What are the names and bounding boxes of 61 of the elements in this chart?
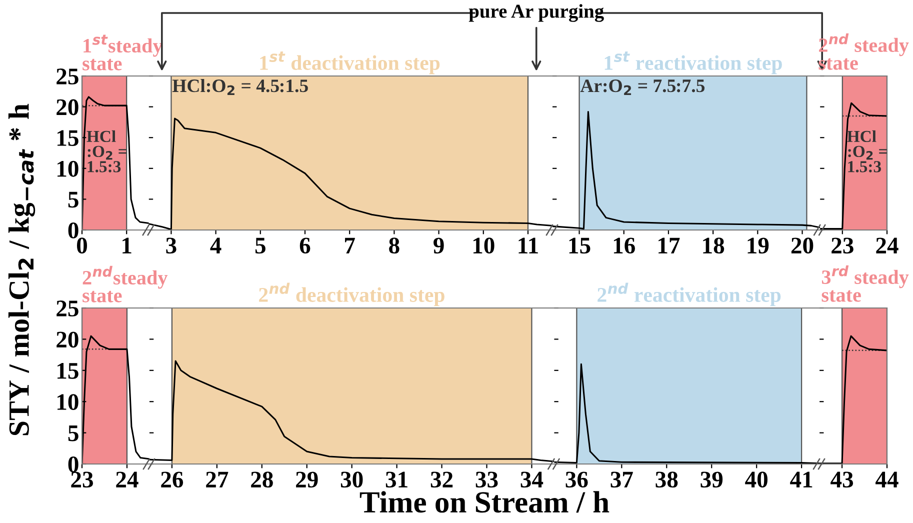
x-tick-label: 32 [430, 472, 453, 488]
x-tick-label: 30 [340, 472, 363, 488]
y-tick-label: 0 [68, 456, 78, 472]
x-tick-label: 15 [569, 238, 590, 254]
x-tick-label: 28 [251, 472, 273, 488]
band-label: 2$^{nd}$steady state [82, 266, 168, 302]
x-tick-label: 9 [434, 238, 444, 254]
text: pure Ar purging [468, 4, 604, 22]
x-tick-label: 10 [473, 238, 494, 254]
y-tick-label: 20 [56, 99, 78, 116]
x-tick-label: 24 [116, 472, 138, 488]
x-tick-label: 44 [876, 472, 898, 488]
band-label: 1$^{st}$ reactivation step [604, 52, 782, 74]
x-tick-label: 37 [610, 472, 633, 488]
band-label: 1$^{st}$steady state [82, 34, 163, 70]
x-tick-label: 34 [520, 472, 544, 488]
x-tick-label: 23 [832, 238, 854, 254]
x-tick-label: 18 [703, 238, 724, 254]
x-tick-label: 23 [71, 472, 93, 488]
y-tick-label: 5 [68, 426, 78, 442]
band-label: 1$^{st}$ deactivation step [260, 52, 440, 74]
x-tick-label: 31 [386, 472, 408, 488]
x-tick-label: 3 [166, 238, 176, 254]
y-tick-label: 10 [58, 394, 78, 410]
y-tick-label: 10 [58, 160, 78, 177]
x-tick-label: 41 [790, 472, 812, 488]
y-tick-label: 15 [58, 130, 78, 146]
x-tick-label: 19 [748, 238, 769, 254]
annotation: HCl:O$_{2}$ = 4.5:1.5 [172, 78, 308, 96]
band-label: 2$^{nd}$ deactivation step [259, 282, 444, 306]
x-tick-label: 6 [300, 238, 310, 254]
x-tick-label: 26 [161, 472, 184, 488]
x-tick-label: 40 [745, 472, 768, 488]
band-label: 3$^{rd}$ steady state [822, 265, 909, 302]
x-tick-label: 24 [876, 238, 898, 254]
x-tick-label: 5 [255, 238, 266, 254]
x-tick-label: 11 [518, 238, 538, 254]
y-tick-label: 25 [56, 68, 78, 84]
x-tick-label: 33 [476, 472, 498, 488]
x-tick-label: 36 [566, 472, 588, 488]
y-tick-label: 25 [56, 300, 78, 316]
y-tick-label: 0 [68, 222, 78, 238]
x-tick-label: 43 [830, 472, 854, 488]
x-tick-label: 8 [389, 238, 400, 254]
x-tick-label: 20 [791, 238, 814, 254]
band-label: 2$^{nd}$ reactivation step [598, 282, 781, 306]
x-tick-label: 38 [656, 472, 678, 488]
x-tick-label: 29 [296, 472, 318, 488]
x-axis-title: Time on Stream / h [360, 491, 610, 513]
x-tick-label: 1 [122, 238, 132, 254]
x-tick-label: 7 [345, 238, 355, 254]
annotation: Ar:O$_{2}$ = 7.5:7.5 [580, 80, 705, 96]
y-tick-label: 5 [68, 192, 78, 208]
y-axis-title: STY / mol-Cl$_{2}$ / kg$_{−cat}$ * h [8, 104, 36, 436]
x-tick-label: 17 [658, 238, 680, 254]
y-tick-label: 15 [58, 363, 78, 379]
y-tick-label: 20 [56, 332, 78, 348]
x-tick-label: 27 [206, 472, 228, 488]
x-tick-label: 16 [614, 238, 635, 254]
x-tick-label: 4 [210, 238, 222, 254]
x-tick-label: 39 [700, 472, 723, 488]
